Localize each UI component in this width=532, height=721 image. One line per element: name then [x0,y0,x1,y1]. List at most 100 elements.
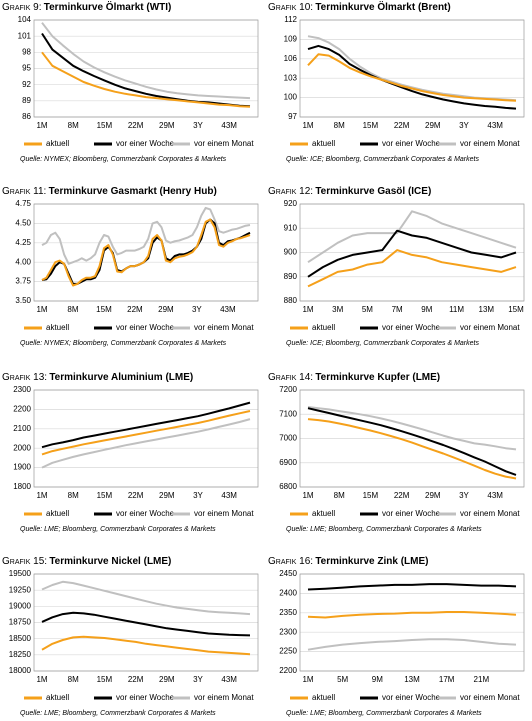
x-tick-label: 17M [439,675,455,684]
chart-title: Grafik 14: Terminkurve Kupfer (LME) [268,372,440,383]
legend-label: vor einem Monat [460,139,520,148]
title-text: Terminkurve Gasmarkt (Henry Hub) [49,186,217,197]
y-tick-label: 2300 [13,385,31,394]
y-tick-label: 7100 [279,409,297,418]
plot-frame [299,389,525,488]
y-tick-label: 880 [284,296,298,305]
series-line [307,53,517,102]
source-note: Quelle: LME; Bloomberg, Commerzbank Corp… [286,526,482,533]
y-tick-label: 2400 [279,589,297,598]
source-note: Quelle: LME; Bloomberg, Commerzbank Corp… [20,526,216,533]
x-tick-label: 13M [479,305,495,314]
x-tick-label: 9M [372,675,383,684]
title-text: Terminkurve Gasöl (ICE) [315,186,431,197]
x-tick-label: 3Y [459,491,469,500]
y-tick-label: 98 [22,47,31,56]
x-tick-label: 15M [97,121,113,130]
figure-label: Grafik 12: [268,186,313,197]
x-tick-label: 9M [421,305,432,314]
plot-frame [299,203,525,302]
y-tick-label: 1900 [13,463,31,472]
plot-frame [33,203,259,302]
y-tick-label: 18250 [9,650,32,659]
chart: Grafik 12: Terminkurve Gasöl (ICE) 880 890… [268,186,525,347]
plot-frame [33,573,259,672]
source-note: Quelle: LME; Bloomberg, Commerzbank Corp… [20,710,216,717]
series-line [307,583,517,591]
x-tick-label: 29M [159,121,175,130]
legend-label: vor einer Woche [116,139,175,148]
y-tick-label: 18000 [9,666,32,675]
y-tick-label: 2450 [279,569,297,578]
y-tick-label: 1800 [13,482,31,491]
series-line [41,51,251,108]
chart: Grafik 15: Terminkurve Nickel (LME) 18000… [2,556,259,717]
chart-title: Grafik 9: Terminkurve Ölmarkt (WTI) [2,0,171,13]
y-tick-label: 2250 [279,647,297,656]
y-tick-label: 4.75 [15,199,31,208]
y-tick-label: 7200 [279,385,297,394]
y-tick-label: 19000 [9,601,32,610]
figure-label: Grafik 15: [2,556,47,567]
y-tick-label: 97 [288,112,297,121]
plot-frame [299,573,525,672]
y-tick-label: 920 [284,199,298,208]
source-note: Quelle: NYMEX; Bloomberg, Commerzbank Co… [20,340,227,347]
series-line [307,44,517,110]
y-tick-label: 101 [18,31,32,40]
series-line [307,229,517,278]
x-tick-label: 29M [158,305,174,314]
legend-label: vor einer Woche [116,323,175,332]
x-tick-label: 8M [334,491,345,500]
y-tick-label: 4.50 [15,219,31,228]
x-tick-label: 22M [128,675,144,684]
x-tick-label: 29M [159,675,175,684]
y-tick-label: 2200 [279,666,297,675]
plot-frame [33,19,259,118]
series-line [41,410,251,456]
x-tick-label: 1M [36,675,47,684]
x-tick-label: 13M [404,675,420,684]
y-tick-label: 100 [284,93,298,102]
x-tick-label: 8M [334,121,345,130]
chart: Grafik 14: Terminkurve Kupfer (LME) 6800 6… [268,372,525,533]
figure-label: Grafik 13: [2,372,47,383]
source-note: Quelle: ICE; Bloomberg, Commerzbank Corp… [286,156,479,163]
x-tick-label: 15M [96,305,112,314]
figure-label: Grafik 11: [2,186,46,197]
chart-title: Grafik 10: Terminkurve Ölmarkt (Brent) [268,0,451,13]
chart-title: Grafik 15: Terminkurve Nickel (LME) [2,556,171,567]
y-tick-label: 4.25 [15,238,31,247]
x-tick-label: 22M [394,491,410,500]
y-tick-label: 103 [284,73,298,82]
x-tick-label: 22M [394,121,410,130]
y-tick-label: 2300 [279,627,297,636]
x-tick-label: 5M [362,305,373,314]
x-tick-label: 1M [36,121,47,130]
series-line [41,206,251,265]
x-tick-label: 15M [97,675,113,684]
legend-label: aktuell [46,509,69,518]
y-tick-label: 6900 [279,458,297,467]
x-tick-label: 43M [487,121,503,130]
x-tick-label: 3M [332,305,343,314]
legend-label: aktuell [46,693,69,702]
series-line [41,218,251,287]
x-tick-label: 43M [221,675,237,684]
series-line [41,401,251,449]
x-tick-label: 43M [221,491,237,500]
x-tick-label: 29M [425,491,441,500]
series-line [307,406,517,451]
chart: Grafik 13: Terminkurve Aluminium (LME) 18… [2,372,259,533]
x-tick-label: 22M [127,305,143,314]
series-line [307,638,517,651]
series-line [307,407,517,476]
x-tick-label: 8M [68,491,79,500]
x-tick-label: 15M [508,305,524,314]
series-line [307,210,517,264]
legend-label: vor einer Woche [116,509,175,518]
y-tick-label: 6800 [279,482,297,491]
series-line [41,22,251,100]
legend-label: vor einem Monat [460,693,520,702]
